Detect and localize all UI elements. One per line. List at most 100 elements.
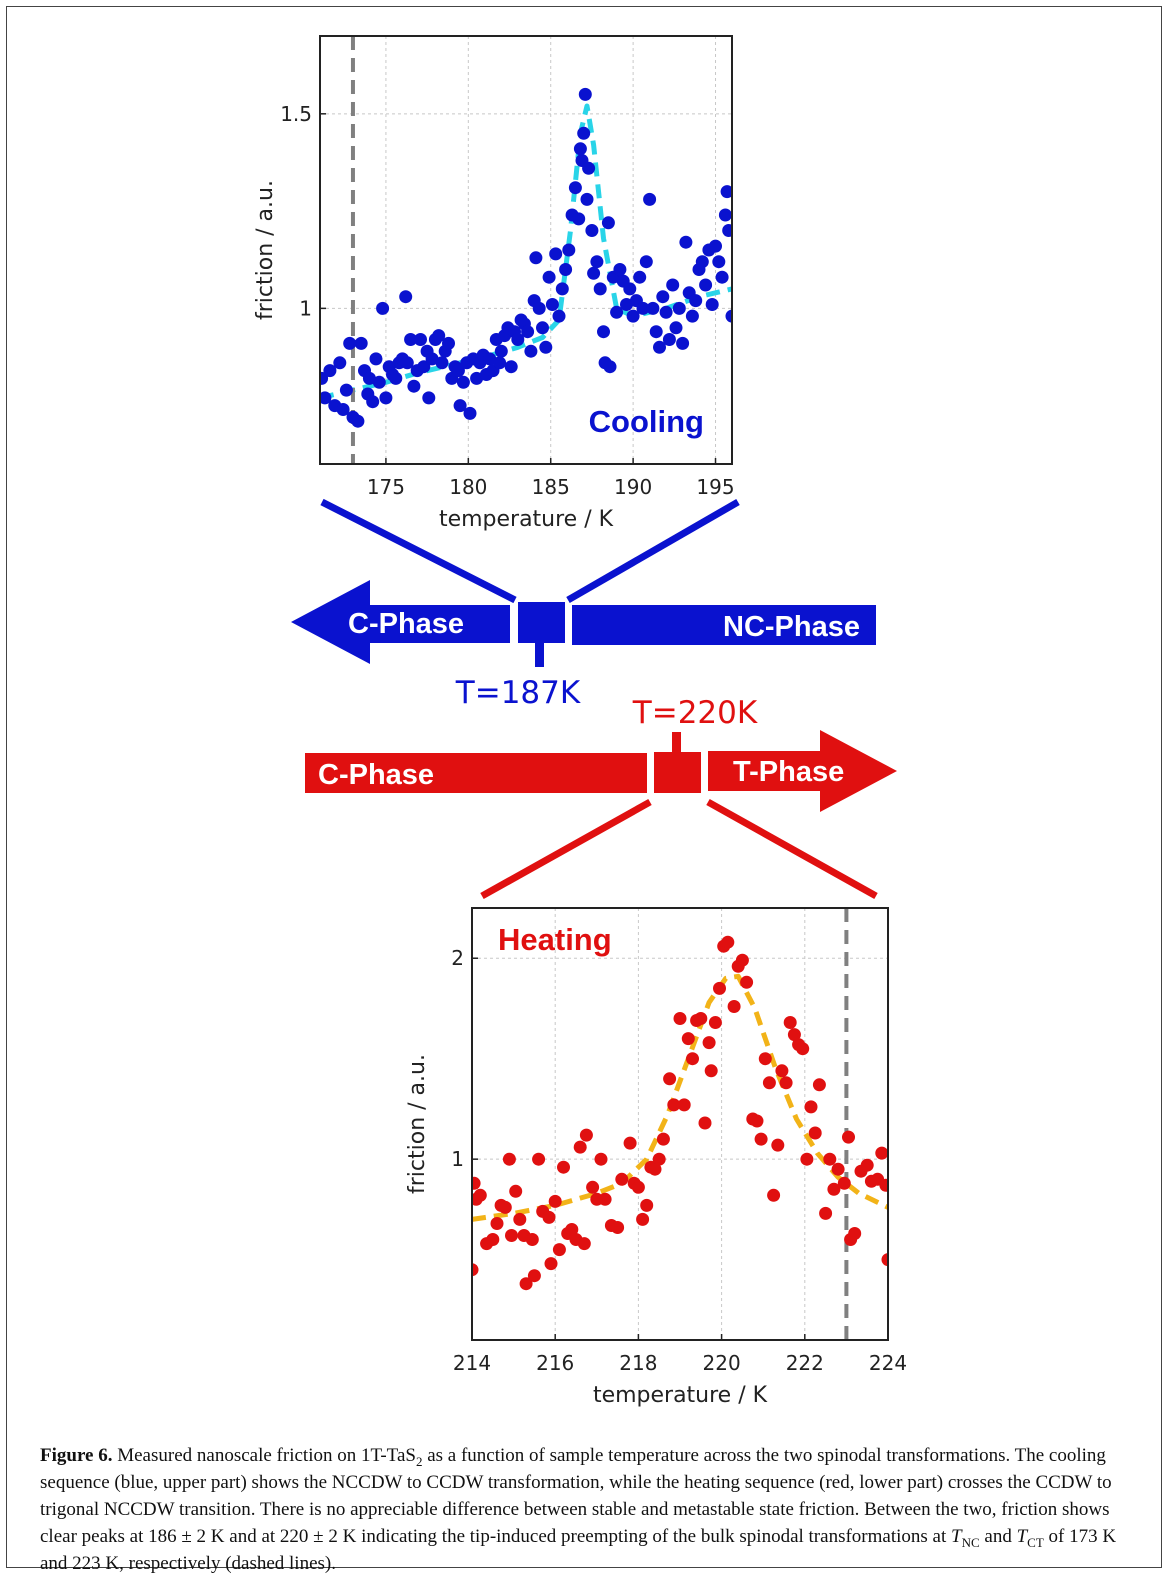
data-point bbox=[754, 1132, 768, 1146]
data-point bbox=[615, 1172, 629, 1186]
cooling-points bbox=[320, 87, 732, 428]
data-point bbox=[586, 1180, 600, 1194]
data-point bbox=[573, 142, 587, 156]
heating-chart: 214 216 218 220 222 224 1 2 Heating temperature… bbox=[405, 907, 907, 1408]
data-point bbox=[404, 333, 418, 346]
data-point bbox=[532, 301, 546, 315]
data-point bbox=[649, 325, 663, 339]
data-point bbox=[372, 375, 386, 389]
cooling-arrow-tick bbox=[535, 641, 544, 667]
heating-right-phase-label: T-Phase bbox=[733, 756, 844, 788]
data-point bbox=[653, 340, 666, 354]
data-point bbox=[369, 352, 383, 366]
data-point bbox=[639, 255, 653, 269]
y-tick-label: 1 bbox=[451, 1147, 464, 1171]
heating-left-phase-label: C-Phase bbox=[318, 759, 434, 791]
data-point bbox=[414, 333, 427, 346]
data-point bbox=[758, 1052, 772, 1066]
x-tick-label: 190 bbox=[614, 475, 652, 499]
data-point bbox=[376, 301, 390, 315]
data-point bbox=[613, 263, 627, 276]
data-point bbox=[750, 1114, 764, 1128]
data-point bbox=[673, 1012, 687, 1025]
data-point bbox=[486, 1233, 500, 1246]
data-point bbox=[659, 305, 673, 319]
data-point bbox=[767, 1188, 781, 1202]
data-point bbox=[493, 356, 507, 370]
data-point bbox=[698, 1116, 712, 1130]
data-point bbox=[594, 1152, 608, 1166]
data-point bbox=[354, 336, 368, 350]
data-point bbox=[323, 364, 337, 378]
data-point bbox=[812, 1078, 826, 1092]
cooling-y-axis-label: friction / a.u. bbox=[253, 180, 278, 320]
data-point bbox=[597, 325, 610, 339]
data-point bbox=[490, 1217, 504, 1230]
data-point bbox=[572, 212, 586, 226]
data-point bbox=[379, 391, 393, 405]
data-point bbox=[407, 379, 421, 393]
data-point bbox=[708, 1016, 722, 1029]
data-point bbox=[704, 1064, 718, 1078]
data-point bbox=[601, 216, 615, 230]
x-tick-label: 220 bbox=[703, 1351, 741, 1375]
caption-text-3: of 173 K and 223 K, respectively (dashed… bbox=[40, 1526, 1117, 1574]
data-point bbox=[585, 224, 599, 237]
data-point bbox=[667, 1098, 681, 1112]
data-point bbox=[513, 1212, 527, 1226]
data-point bbox=[539, 340, 553, 354]
heating-ticks: 214 216 218 220 222 224 1 2 bbox=[451, 946, 907, 1375]
data-point bbox=[640, 1198, 654, 1212]
data-point bbox=[831, 1162, 845, 1176]
data-point bbox=[666, 278, 680, 292]
data-point bbox=[562, 243, 576, 257]
x-tick-label: 195 bbox=[696, 475, 734, 499]
data-point bbox=[425, 352, 439, 366]
data-point bbox=[502, 1152, 516, 1166]
data-point bbox=[470, 371, 484, 385]
data-point bbox=[422, 391, 436, 405]
data-point bbox=[715, 270, 729, 284]
data-point bbox=[509, 1184, 523, 1198]
data-point bbox=[775, 1064, 789, 1078]
cooling-right-phase-label: NC-Phase bbox=[723, 611, 860, 643]
data-point bbox=[804, 1100, 818, 1114]
heating-arrow-left bbox=[305, 753, 647, 793]
data-point bbox=[875, 1146, 888, 1160]
data-point bbox=[552, 309, 566, 323]
data-point bbox=[631, 1180, 645, 1194]
data-point bbox=[860, 1158, 874, 1172]
caption-tct-t: T bbox=[1016, 1526, 1028, 1547]
cooling-panel-label: Cooling bbox=[589, 404, 704, 439]
data-point bbox=[573, 1140, 587, 1154]
data-point bbox=[787, 1028, 801, 1042]
x-tick-label: 214 bbox=[453, 1351, 491, 1375]
data-point bbox=[771, 1138, 785, 1152]
data-point bbox=[320, 391, 332, 405]
data-point bbox=[808, 1126, 822, 1140]
data-point bbox=[796, 1042, 810, 1056]
data-point bbox=[636, 1212, 650, 1226]
heating-panel-label: Heating bbox=[498, 922, 612, 957]
data-point bbox=[351, 414, 365, 428]
data-point bbox=[593, 282, 607, 296]
figure-canvas: 175 180 185 190 195 1 1.5 Cooling temperature … bbox=[253, 35, 907, 1408]
data-point bbox=[451, 364, 465, 378]
data-point bbox=[648, 1162, 662, 1176]
data-point bbox=[536, 321, 549, 335]
data-point bbox=[521, 325, 535, 339]
heating-phase-arrow: T=220K C-Phase T-Phase bbox=[305, 695, 897, 812]
x-tick-label: 218 bbox=[619, 1351, 657, 1375]
cooling-x-axis-label: temperature / K bbox=[439, 507, 614, 532]
data-point bbox=[672, 301, 686, 315]
data-point bbox=[783, 1016, 797, 1029]
heating-zoom-line-left bbox=[480, 798, 652, 900]
data-point bbox=[695, 255, 709, 269]
data-point bbox=[685, 309, 699, 323]
data-point bbox=[505, 1229, 518, 1242]
data-point bbox=[582, 161, 596, 175]
y-tick-label: 1 bbox=[299, 296, 312, 320]
data-point bbox=[656, 290, 670, 304]
data-point bbox=[721, 935, 735, 949]
x-tick-label: 180 bbox=[449, 475, 487, 499]
